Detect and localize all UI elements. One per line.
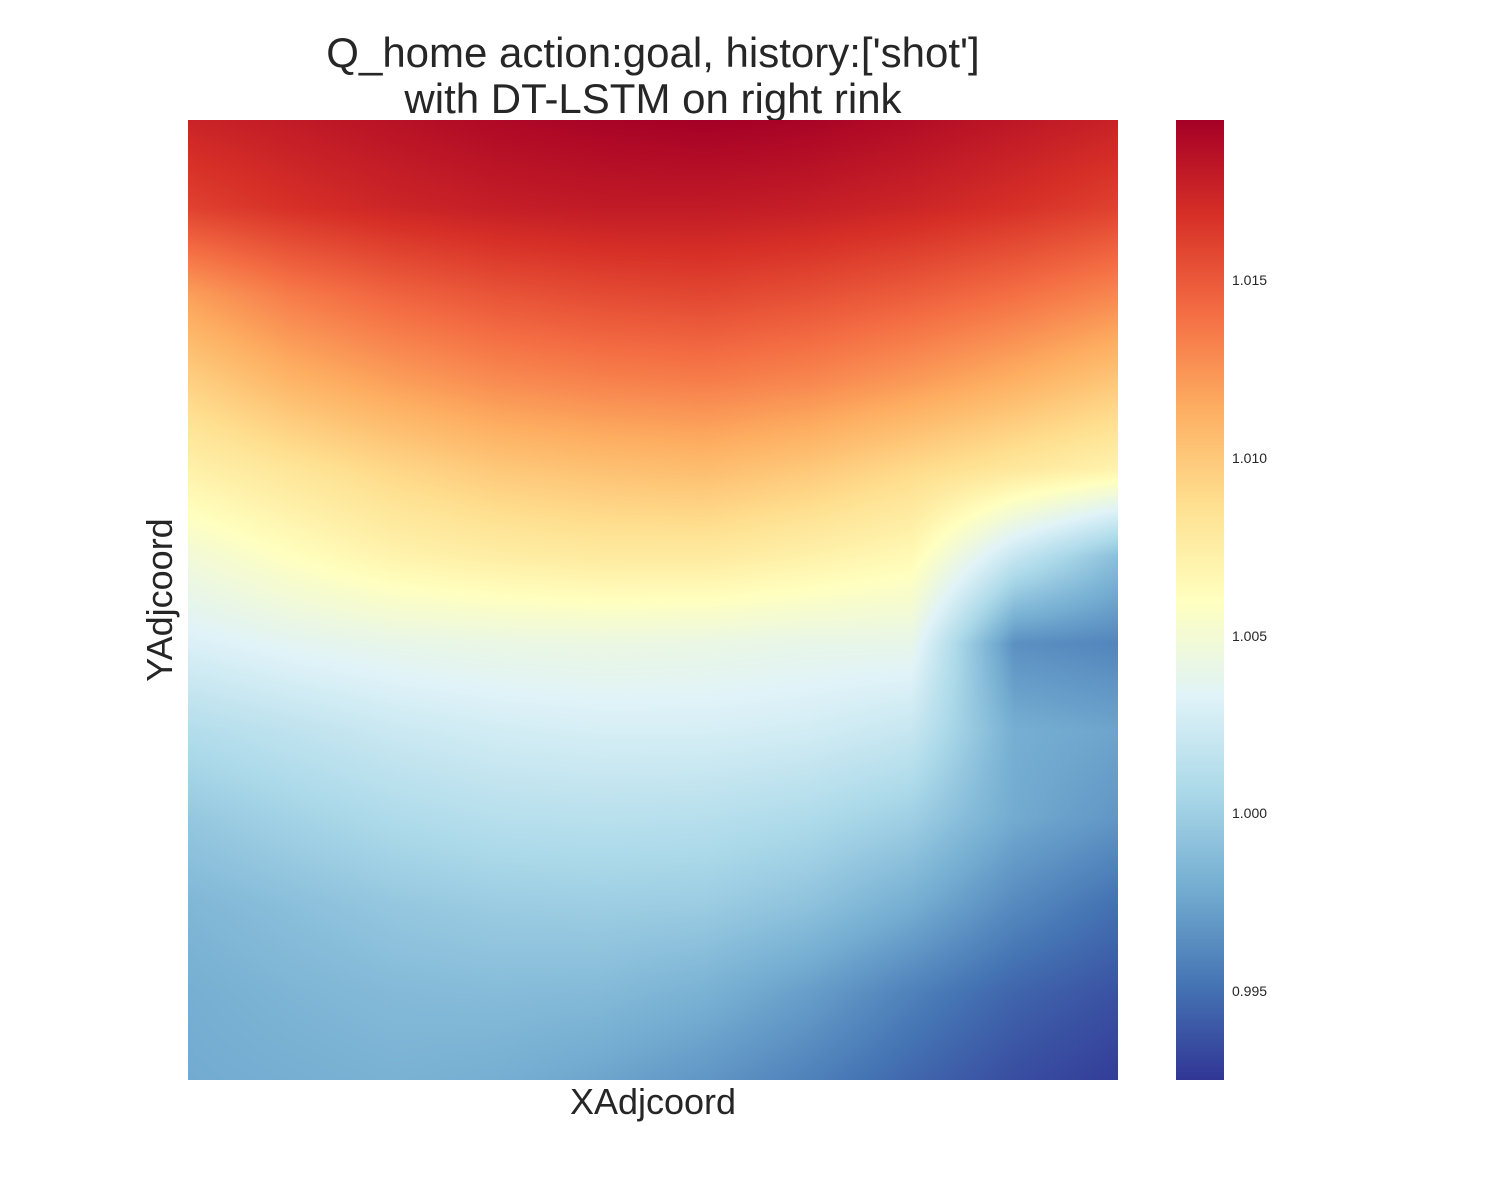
chart-title-line-1: Q_home action:goal, history:['shot'] [326,29,980,76]
colorbar [1176,120,1224,1080]
heatmap-plot [188,120,1118,1080]
colorbar-tick-label: 0.995 [1232,983,1268,1000]
colorbar-tick-label: 1.005 [1232,627,1268,644]
chart-title-line-2: with DT-LSTM on right rink [404,75,902,122]
y-axis-label: YAdjcoord [139,518,180,682]
colorbar-tick-label: 1.000 [1232,805,1268,822]
x-axis-label: XAdjcoord [569,1081,737,1122]
colorbar-tick-label: 1.015 [1232,272,1268,288]
colorbar-tick-label: 1.010 [1232,449,1268,466]
